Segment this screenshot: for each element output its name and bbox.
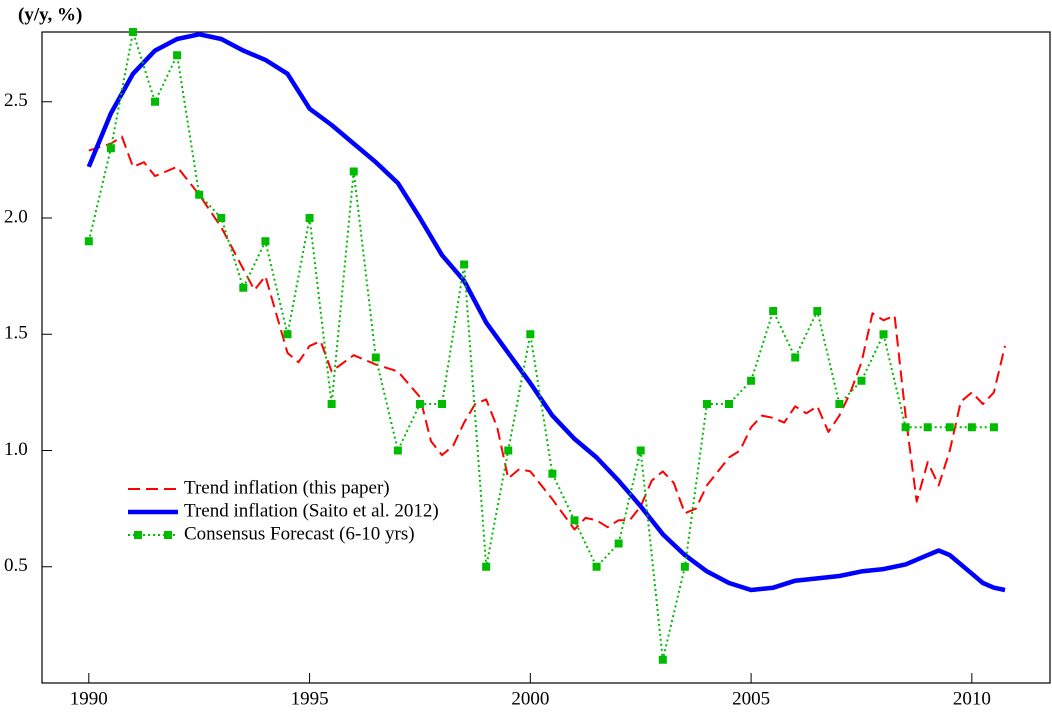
y-tick-label: 1.0 (4, 439, 28, 460)
series-marker (791, 353, 800, 362)
series-marker (835, 400, 844, 408)
series-marker (438, 400, 447, 408)
series-marker (283, 330, 292, 339)
series-marker (967, 423, 976, 432)
x-tick-label: 2000 (511, 688, 549, 709)
series-marker (504, 446, 513, 455)
series-marker (482, 562, 491, 571)
series-marker (989, 423, 998, 432)
y-tick-label: 1.5 (4, 323, 28, 344)
series-marker (658, 655, 667, 664)
y-tick-label: 2.0 (4, 206, 28, 227)
series-marker (636, 446, 645, 455)
series-marker (460, 260, 469, 269)
y-tick-label: 0.5 (4, 555, 28, 576)
series-marker (239, 283, 248, 292)
series-marker (393, 446, 402, 455)
series-marker (725, 400, 734, 408)
series-marker (614, 539, 623, 548)
series-marker (195, 190, 204, 199)
x-tick-label: 1995 (291, 688, 329, 709)
series-marker (813, 307, 822, 315)
series-marker (592, 562, 601, 571)
x-tick-label: 1990 (70, 688, 108, 709)
y-tick-label: 2.5 (4, 90, 28, 111)
series-marker (526, 330, 535, 339)
y-axis-label: (y/y, %) (18, 4, 82, 25)
x-tick-label: 2005 (732, 688, 770, 709)
plot-frame (41, 31, 1051, 684)
series-marker (923, 423, 932, 432)
series-marker (702, 400, 711, 408)
series-marker (747, 376, 756, 385)
series-marker (327, 400, 336, 408)
series-marker (680, 562, 689, 571)
series-marker (349, 167, 358, 176)
series-marker (415, 400, 424, 408)
x-tick-label: 2010 (953, 688, 991, 709)
series-marker (106, 144, 115, 153)
series-marker (570, 516, 579, 525)
series-line (87, 31, 994, 661)
series-marker (261, 237, 270, 246)
series-marker (128, 28, 137, 36)
series-line (86, 32, 1006, 593)
series-marker (548, 469, 557, 478)
series-marker (879, 330, 888, 339)
series-marker (945, 423, 954, 432)
series-marker (371, 353, 380, 362)
legend-label: Trend inflation (this paper) (184, 477, 390, 498)
series-marker (769, 307, 778, 315)
series-line (88, 135, 1006, 531)
series-marker (217, 214, 226, 222)
legend-label: Consensus Forecast (6-10 yrs) (184, 523, 415, 544)
series-marker (857, 376, 866, 385)
series-marker (173, 51, 182, 60)
series-marker (84, 237, 93, 246)
series-marker (901, 423, 910, 432)
series-marker (305, 214, 314, 222)
legend-marker (134, 531, 142, 539)
legend-marker (164, 531, 172, 539)
legend-label: Trend inflation (Saito et al. 2012) (184, 500, 439, 521)
series-marker (151, 97, 160, 106)
